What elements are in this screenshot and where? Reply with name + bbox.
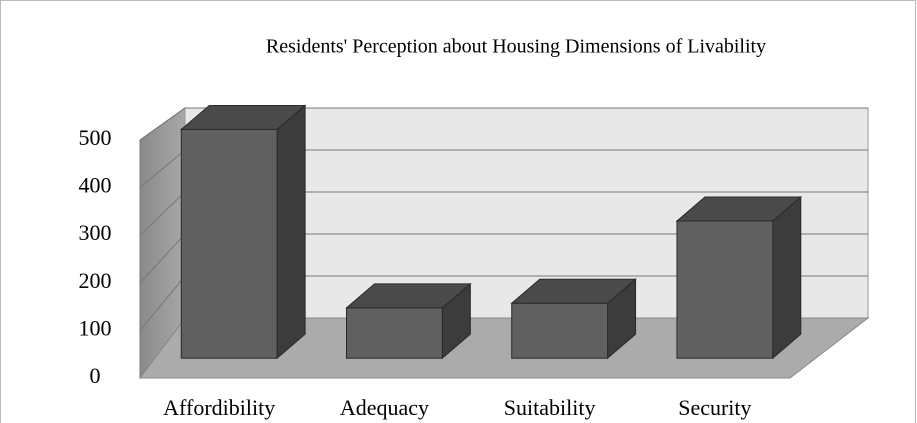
bar	[180, 128, 278, 359]
x-tick-label: Suitability	[504, 395, 596, 420]
grid-line	[139, 191, 186, 236]
bars	[179, 104, 803, 360]
y-tick-label: 300	[79, 220, 112, 245]
chart-title: Residents' Perception about Housing Dime…	[266, 36, 766, 58]
y-tick-label: 200	[79, 268, 112, 293]
y-tick-label: 0	[90, 363, 101, 388]
bar	[511, 302, 609, 359]
y-tick-label: 100	[79, 315, 112, 340]
bar	[676, 220, 774, 359]
bar-side	[276, 104, 306, 360]
grid-line	[139, 107, 186, 141]
x-tick-label: Affordibility	[163, 395, 275, 420]
grid-line	[139, 149, 186, 188]
y-tick-label: 500	[79, 125, 112, 150]
bar	[346, 307, 443, 359]
x-tick-label: Adequacy	[340, 395, 429, 420]
y-tick-label: 400	[79, 173, 112, 198]
grid-line	[139, 233, 186, 284]
grid-line	[139, 275, 186, 331]
x-tick-label: Security	[678, 395, 751, 420]
bar-side	[772, 195, 802, 360]
